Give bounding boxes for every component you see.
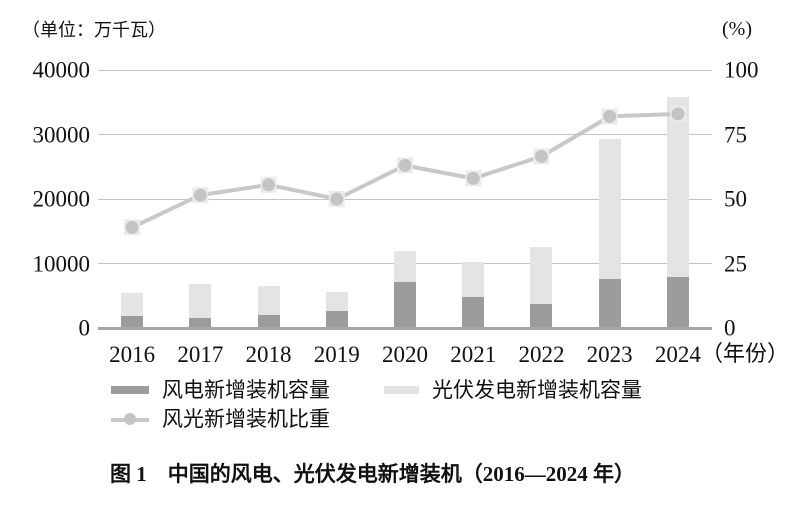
right-axis-unit-label: (%): [722, 18, 752, 40]
legend-item-share: 风光新增装机比重: [111, 406, 330, 431]
share-marker-2023: [603, 109, 617, 123]
left-axis-tick-10000: 10000: [32, 251, 91, 276]
share-legend-swatch-icon: [111, 413, 149, 425]
wind-bar-2017: [189, 318, 212, 328]
wind-legend-label: 风电新增装机容量: [162, 377, 330, 402]
share-marker-2017: [193, 188, 207, 202]
legend-item-solar: 光伏发电新增装机容量: [384, 377, 642, 402]
share-marker-2024: [671, 107, 685, 121]
x-axis-unit-label: （年份）: [701, 341, 790, 366]
wind-bar-2023: [598, 279, 621, 328]
solar-bar-2019: [325, 291, 348, 312]
solar-bar-2016: [121, 293, 144, 316]
figure-caption: 图 1 中国的风电、光伏发电新增装机（2016—2024 年）: [110, 462, 635, 486]
wind-bar-2016: [121, 315, 144, 328]
share-marker-2018: [262, 178, 276, 192]
wind-bar-2022: [530, 303, 553, 328]
gridline-20000: [98, 198, 712, 200]
share-marker-2021: [466, 171, 480, 185]
wind-bar-2020: [394, 281, 416, 328]
share-legend-dot: [124, 413, 136, 425]
share-marker-2016: [125, 220, 139, 234]
right-axis-tick-25: 25: [724, 251, 747, 276]
left-axis-unit-label: （单位：万千瓦）: [22, 20, 166, 40]
left-axis-tick-20000: 20000: [32, 186, 91, 212]
wind-legend-swatch-icon: [111, 386, 149, 394]
wind-bar-2024: [666, 276, 689, 328]
solar-bar-2017: [189, 284, 212, 319]
gridline-30000: [98, 134, 712, 135]
solar-bar-2023: [598, 139, 621, 280]
solar-bar-2021: [462, 261, 485, 298]
solar-legend-swatch-icon: [384, 386, 419, 394]
x-axis-baseline: [98, 327, 712, 330]
left-axis-tick-40000: 40000: [32, 57, 91, 83]
share-legend-label: 风光新增装机比重: [162, 406, 330, 431]
right-axis-tick-75: 75: [724, 122, 747, 147]
share-marker-2022: [534, 149, 548, 163]
wind-bar-2018: [257, 314, 280, 328]
solar-bar-2018: [257, 286, 280, 315]
left-axis-tick-30000: 30000: [32, 122, 91, 147]
share-marker-2020: [398, 158, 412, 172]
wind-bar-2021: [462, 297, 485, 328]
solar-legend-label: 光伏发电新增装机容量: [432, 377, 642, 402]
wind-bar-2019: [325, 311, 348, 328]
right-axis-tick-50: 50: [724, 186, 747, 212]
solar-bar-2024: [666, 97, 689, 277]
right-axis-tick-100: 100: [724, 57, 759, 83]
legend-item-wind: 风电新增装机容量: [111, 377, 330, 402]
solar-bar-2020: [394, 250, 416, 282]
right-axis-tick-0: 0: [724, 315, 736, 341]
share-marker-2019: [330, 192, 344, 206]
solar-bar-2022: [530, 247, 553, 304]
left-axis-tick-0: 0: [78, 315, 91, 341]
gridline-40000: [98, 69, 712, 71]
